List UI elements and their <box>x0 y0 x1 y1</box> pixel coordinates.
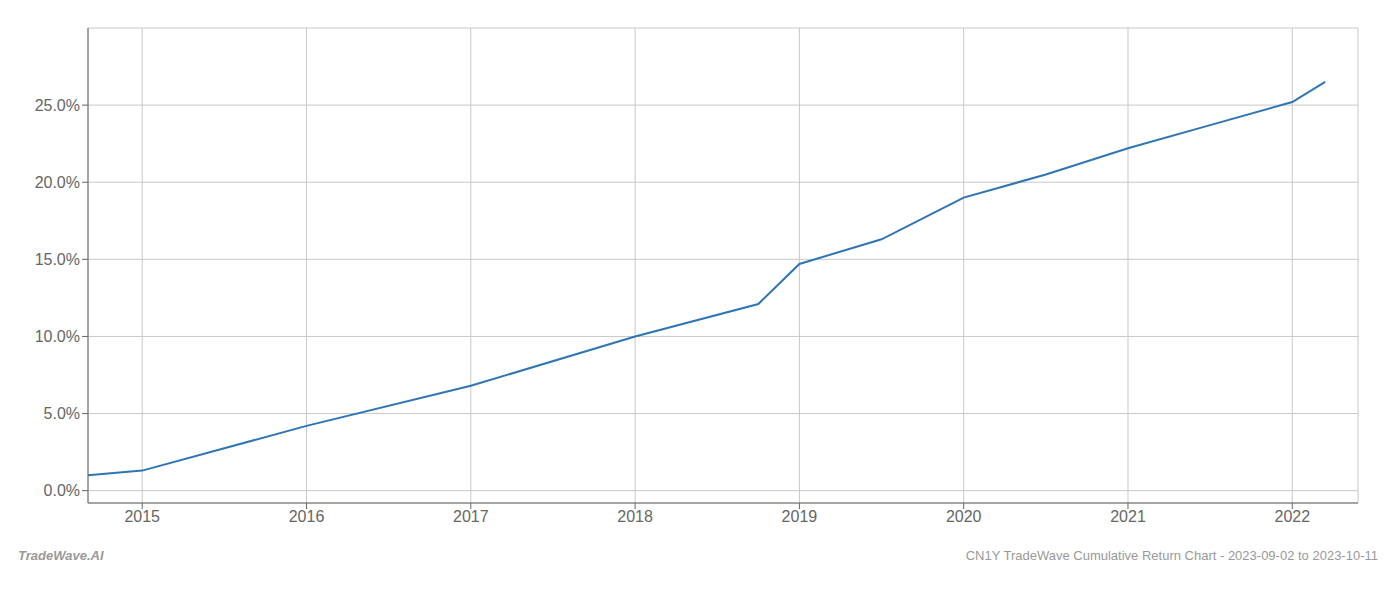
svg-text:10.0%: 10.0% <box>35 328 80 345</box>
svg-text:0.0%: 0.0% <box>44 482 80 499</box>
svg-text:2018: 2018 <box>617 508 653 525</box>
svg-text:2020: 2020 <box>946 508 982 525</box>
html-text:TradeWave.AI: TradeWave.AI <box>18 548 104 563</box>
svg-text:2021: 2021 <box>1110 508 1146 525</box>
svg-text:20.0%: 20.0% <box>35 174 80 191</box>
html-text:CN1Y TradeWave Cumulative Retu: CN1Y TradeWave Cumulative Return Chart -… <box>965 548 1378 563</box>
svg-text:25.0%: 25.0% <box>35 97 80 114</box>
svg-text:2017: 2017 <box>453 508 489 525</box>
svg-text:2022: 2022 <box>1274 508 1310 525</box>
svg-text:5.0%: 5.0% <box>44 405 80 422</box>
svg-text:15.0%: 15.0% <box>35 251 80 268</box>
svg-text:2019: 2019 <box>782 508 818 525</box>
svg-text:2016: 2016 <box>289 508 325 525</box>
svg-text:2015: 2015 <box>124 508 160 525</box>
